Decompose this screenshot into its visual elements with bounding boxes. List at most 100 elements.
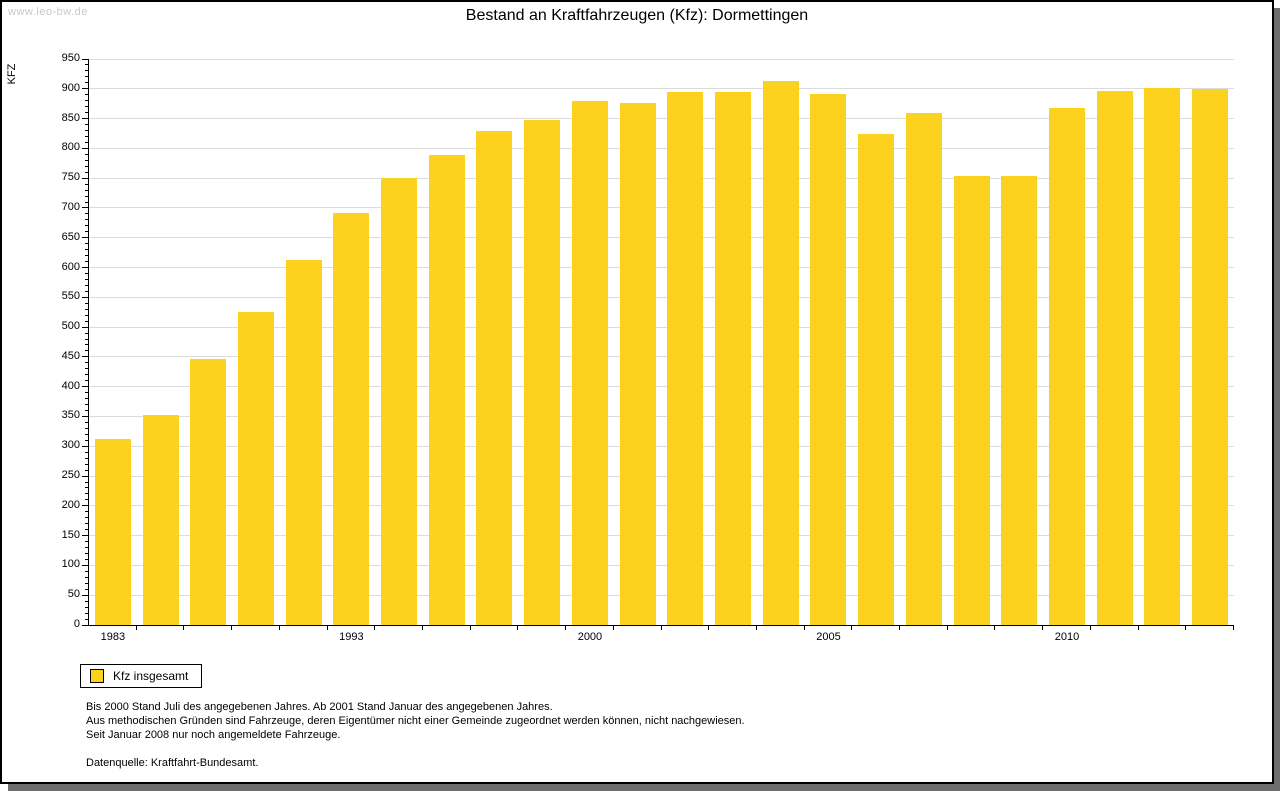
data-source: Datenquelle: Kraftfahrt-Bundesamt.: [86, 757, 259, 769]
y-axis-minor-tick: [85, 64, 89, 66]
y-axis-tick-label: 650: [61, 230, 80, 243]
bar-slot: [709, 59, 757, 625]
plot-area: 1983 1993 2000 2005 2010: [82, 58, 1234, 643]
bar-slot: [852, 59, 900, 625]
gridline: [89, 207, 1234, 209]
y-axis-minor-tick: [85, 547, 89, 549]
y-axis-minor-tick: [85, 523, 89, 525]
footnote-line: Seit Januar 2008 nur noch angemeldete Fa…: [86, 729, 341, 741]
y-axis-minor-tick: [85, 541, 89, 543]
x-axis-tick-label: 2000: [577, 631, 603, 643]
y-axis-minor-tick: [85, 588, 89, 590]
bar-series: [89, 59, 1234, 625]
y-axis-minor-tick: [85, 404, 89, 406]
y-axis-minor-tick: [85, 499, 89, 501]
y-axis-major-tick: [82, 475, 89, 477]
y-axis-minor-tick: [85, 487, 89, 489]
y-axis-minor-tick: [85, 135, 89, 137]
x-axis-tick: [1089, 625, 1091, 630]
y-axis-minor-tick: [85, 284, 89, 286]
x-axis-tick: [326, 625, 328, 630]
bar-1998: [476, 130, 513, 625]
y-axis-minor-tick: [85, 124, 89, 126]
bar-1987: [190, 359, 227, 625]
y-axis-tick-label: 600: [61, 260, 80, 273]
bar-2005: [810, 94, 847, 625]
y-axis-minor-tick: [85, 100, 89, 102]
y-axis-major-tick: [82, 58, 89, 60]
x-axis-tick-label: 1983: [100, 631, 126, 643]
y-axis-minor-tick: [85, 398, 89, 400]
y-axis-minor-tick: [85, 427, 89, 429]
y-axis-minor-tick: [85, 332, 89, 334]
y-axis-major-tick: [82, 177, 89, 179]
x-axis-tick: [183, 625, 185, 630]
y-axis-minor-tick: [85, 529, 89, 531]
y-axis-minor-tick: [85, 165, 89, 167]
x-axis-tick: [660, 625, 662, 630]
bar-1997: [428, 154, 465, 625]
x-axis-tick: [851, 625, 853, 630]
bar-2006: [858, 134, 895, 625]
y-axis-minor-tick: [85, 344, 89, 346]
y-axis-tick-label: 100: [61, 558, 80, 571]
bar-slot: [232, 59, 280, 625]
y-axis-minor-tick: [85, 410, 89, 412]
x-axis-tick: [135, 625, 137, 630]
bar-1991: [285, 260, 322, 625]
x-axis-tick: [899, 625, 901, 630]
footnote-line: Aus methodischen Gründen sind Fahrzeuge,…: [86, 715, 745, 727]
bar-slot: [518, 59, 566, 625]
bar-1989: [237, 311, 274, 625]
bar-2001: [619, 102, 656, 625]
bar-slot: [328, 59, 376, 625]
y-axis-minor-tick: [85, 374, 89, 376]
bar-slot: [1138, 59, 1186, 625]
y-axis-minor-tick: [85, 338, 89, 340]
y-axis-tick-label: 400: [61, 379, 80, 392]
x-axis-tick: [374, 625, 376, 630]
y-axis-tick-label: 900: [61, 81, 80, 94]
y-axis-minor-tick: [85, 463, 89, 465]
y-axis-minor-tick: [85, 70, 89, 72]
bar-slot: [89, 59, 137, 625]
y-axis-major-tick: [82, 237, 89, 239]
y-axis-tick-label: 300: [61, 439, 80, 452]
bar-2011: [1096, 91, 1133, 625]
gridline: [89, 88, 1234, 90]
y-axis-minor-tick: [85, 380, 89, 382]
y-axis-major-tick: [82, 624, 89, 626]
gridline: [89, 386, 1234, 388]
y-axis-minor-tick: [85, 469, 89, 471]
y-axis-tick-label: 250: [61, 469, 80, 482]
y-axis-title: KFZ: [6, 63, 18, 85]
x-axis-tick: [1137, 625, 1139, 630]
y-axis-tick-label: 700: [61, 200, 80, 213]
bar-slot: [1091, 59, 1139, 625]
y-axis-tick-label: 0: [73, 618, 80, 630]
gridline: [89, 267, 1234, 269]
y-axis-minor-tick: [85, 600, 89, 602]
y-axis-minor-tick: [85, 302, 89, 304]
y-axis-tick-label: 750: [61, 171, 80, 184]
y-axis-tick-label: 850: [61, 111, 80, 124]
y-axis-minor-tick: [85, 189, 89, 191]
y-axis-minor-tick: [85, 153, 89, 155]
y-axis-minor-tick: [85, 320, 89, 322]
y-axis-major-tick: [82, 445, 89, 447]
y-axis-minor-tick: [85, 219, 89, 221]
y-axis-minor-tick: [85, 141, 89, 143]
gridline: [89, 475, 1234, 477]
gridline: [89, 356, 1234, 358]
y-axis-minor-tick: [85, 576, 89, 578]
y-axis-minor-tick: [85, 439, 89, 441]
y-axis-tick-label: 50: [67, 588, 80, 601]
bar-1983: [94, 439, 131, 625]
bar-1995: [381, 178, 418, 625]
x-axis-tick: [803, 625, 805, 630]
bar-slot: [900, 59, 948, 625]
y-axis-minor-tick: [85, 517, 89, 519]
bar-slot: [1043, 59, 1091, 625]
y-axis-minor-tick: [85, 201, 89, 203]
y-axis-minor-tick: [85, 493, 89, 495]
